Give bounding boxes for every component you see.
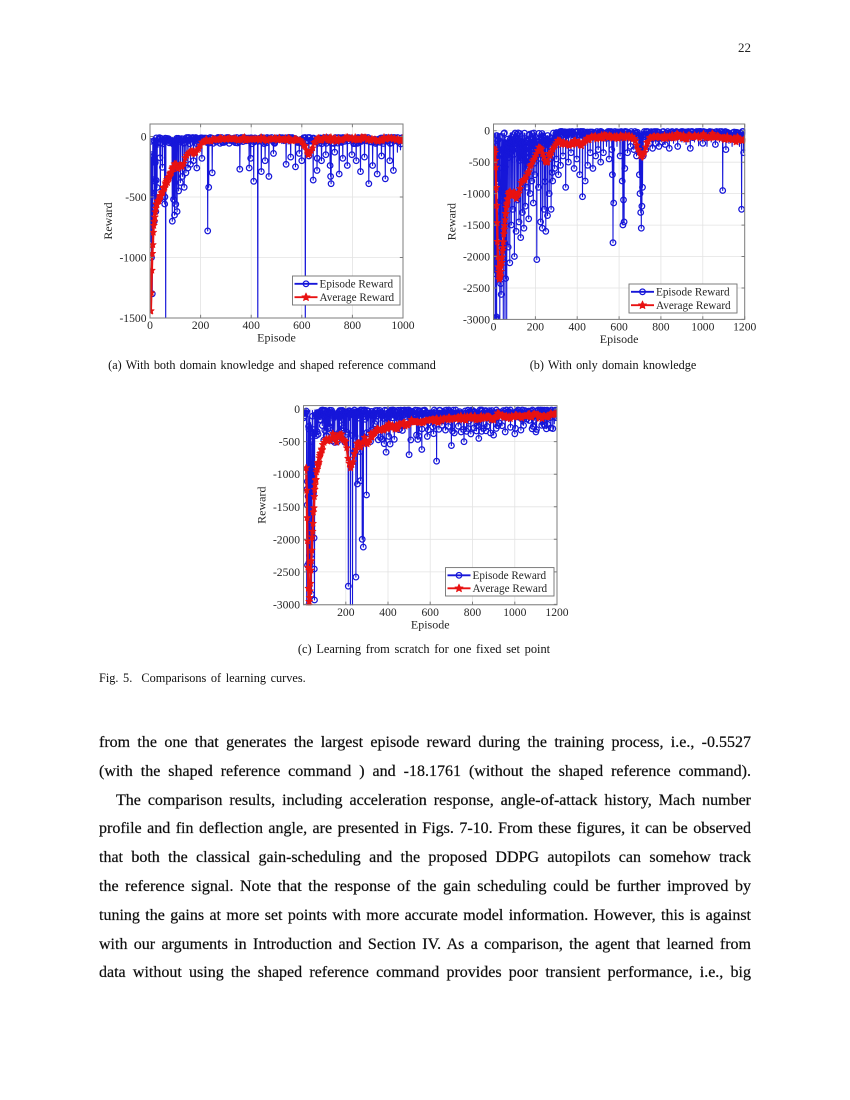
svg-text:1000: 1000	[391, 319, 414, 332]
svg-text:-500: -500	[125, 191, 146, 204]
svg-text:200: 200	[527, 321, 545, 334]
svg-text:Reward: Reward	[445, 203, 459, 240]
svg-text:600: 600	[422, 606, 440, 619]
svg-text:0: 0	[147, 319, 153, 332]
svg-text:Episode Reward: Episode Reward	[656, 287, 730, 299]
svg-text:-3000: -3000	[463, 313, 490, 326]
svg-text:-1000: -1000	[463, 188, 490, 201]
svg-text:-1500: -1500	[463, 219, 490, 232]
svg-text:Episode: Episode	[411, 617, 450, 631]
svg-text:600: 600	[293, 319, 311, 332]
svg-text:400: 400	[379, 606, 397, 619]
svg-text:800: 800	[652, 321, 670, 334]
svg-text:Episode: Episode	[257, 331, 296, 345]
svg-text:1000: 1000	[503, 606, 526, 619]
svg-text:0: 0	[484, 125, 490, 138]
svg-text:Episode Reward: Episode Reward	[473, 570, 547, 582]
svg-text:Reward: Reward	[255, 487, 269, 524]
svg-text:800: 800	[344, 319, 362, 332]
svg-text:0: 0	[141, 131, 147, 144]
svg-text:-1500: -1500	[119, 312, 146, 325]
svg-text:-2000: -2000	[273, 533, 300, 546]
svg-text:200: 200	[337, 606, 355, 619]
svg-text:-3000: -3000	[273, 598, 300, 611]
svg-text:Episode: Episode	[600, 332, 639, 346]
svg-text:800: 800	[464, 606, 482, 619]
svg-text:1000: 1000	[691, 321, 714, 334]
svg-text:-2500: -2500	[273, 566, 300, 579]
svg-text:0: 0	[294, 403, 300, 416]
svg-text:Reward: Reward	[101, 202, 115, 239]
svg-text:Average Reward: Average Reward	[656, 300, 731, 312]
svg-text:Episode Reward: Episode Reward	[320, 279, 394, 291]
svg-text:-2500: -2500	[463, 282, 490, 295]
svg-text:400: 400	[243, 319, 261, 332]
svg-text:600: 600	[610, 321, 628, 334]
svg-text:Average Reward: Average Reward	[473, 583, 548, 595]
svg-text:1200: 1200	[733, 321, 756, 334]
svg-text:1200: 1200	[545, 606, 568, 619]
svg-text:0: 0	[491, 321, 497, 334]
svg-text:200: 200	[192, 319, 210, 332]
svg-text:-1500: -1500	[273, 501, 300, 514]
svg-text:-1000: -1000	[119, 252, 146, 265]
svg-text:Average Reward: Average Reward	[320, 292, 395, 304]
svg-text:-2000: -2000	[463, 251, 490, 264]
svg-text:400: 400	[569, 321, 587, 334]
svg-text:-500: -500	[469, 156, 490, 169]
svg-text:-1000: -1000	[273, 468, 300, 481]
svg-text:-500: -500	[279, 436, 300, 449]
